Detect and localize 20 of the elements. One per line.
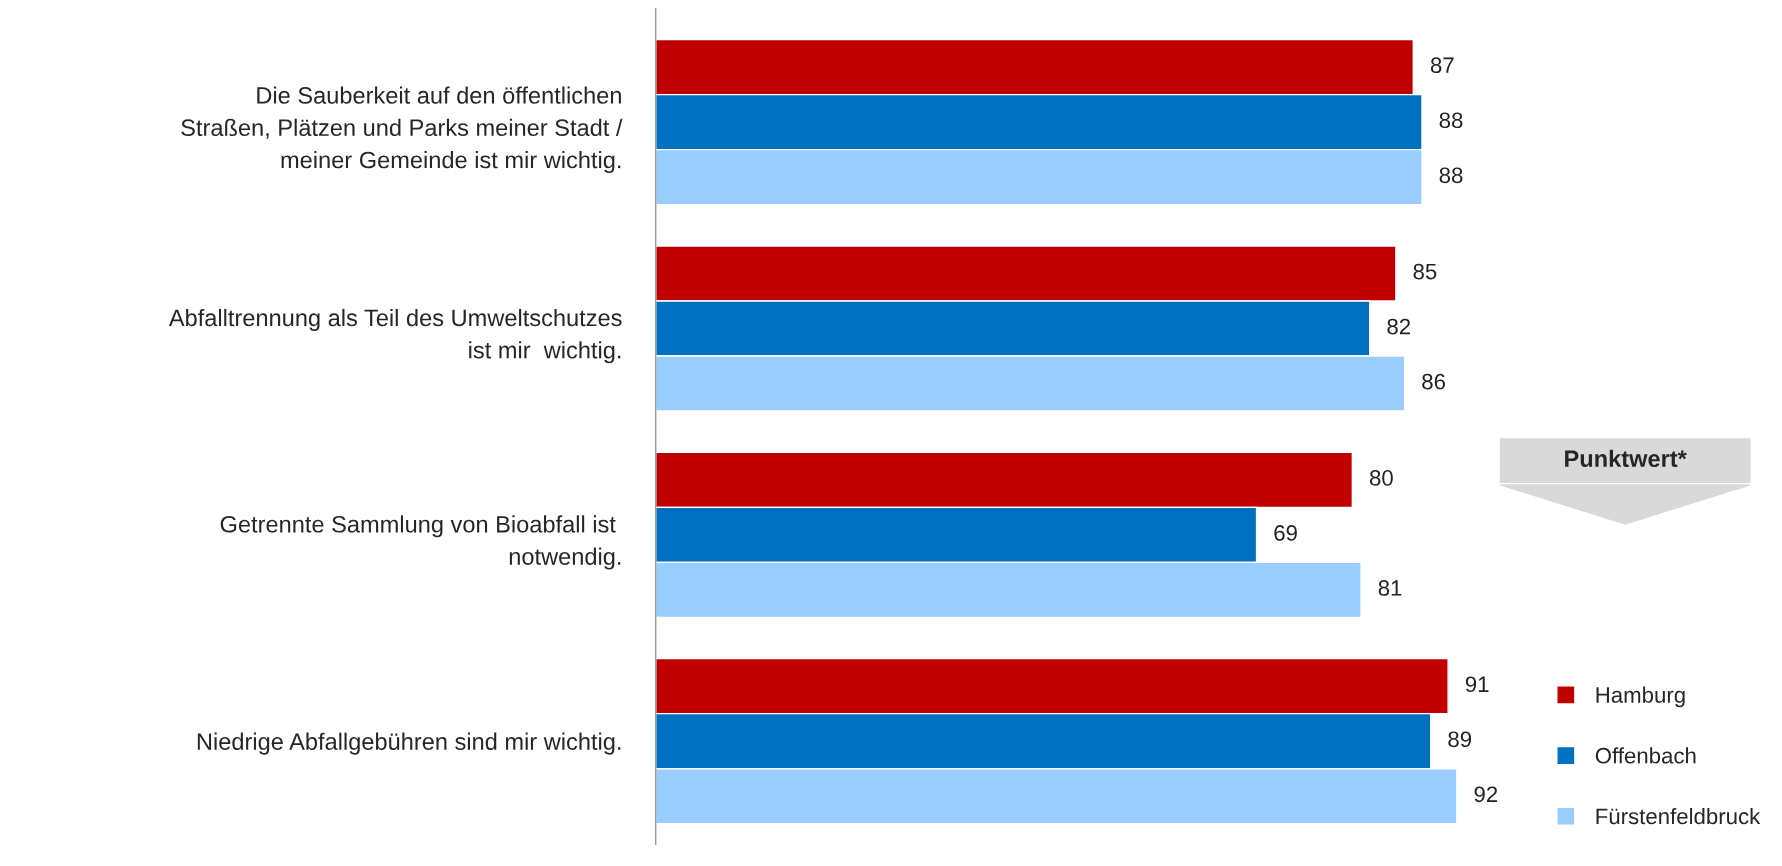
data-label: 91 — [1465, 676, 1489, 693]
data-label: 87 — [1430, 57, 1454, 74]
data-label: 89 — [1448, 731, 1472, 748]
y-tick-label: Getrennte Sammlung von Bioabfall ist notwendig. — [220, 515, 621, 570]
data-label: 82 — [1387, 318, 1411, 335]
data-label: 88 — [1439, 167, 1463, 184]
data-label: 86 — [1422, 373, 1445, 390]
data-label: 69 — [1274, 525, 1297, 541]
y-tick-label: Die Sauberkeit auf den öffentlichen Straßen, Plätzen und Parks meiner Stadt / meiner Gemeinde ist mir wichtig. — [181, 86, 623, 174]
legend-label: Fürstenfeldbruck — [1596, 807, 1761, 825]
legend-label: Hamburg — [1596, 686, 1685, 708]
y-tick-label: Abfalltrennung als Teil des Umweltschutzes ist mir wichtig. — [168, 308, 622, 364]
text: Punktwert* — [1565, 449, 1687, 468]
y-tick-label: Niedrige Abfallgebühren sind mir wichtig. — [197, 732, 621, 755]
data-label: 85 — [1413, 263, 1437, 280]
data-label: 80 — [1369, 470, 1393, 486]
legend-label: Offenbach — [1595, 747, 1696, 764]
data-label: 88 — [1439, 112, 1463, 129]
data-label: 81 — [1378, 580, 1402, 596]
data-label: 92 — [1474, 786, 1498, 803]
